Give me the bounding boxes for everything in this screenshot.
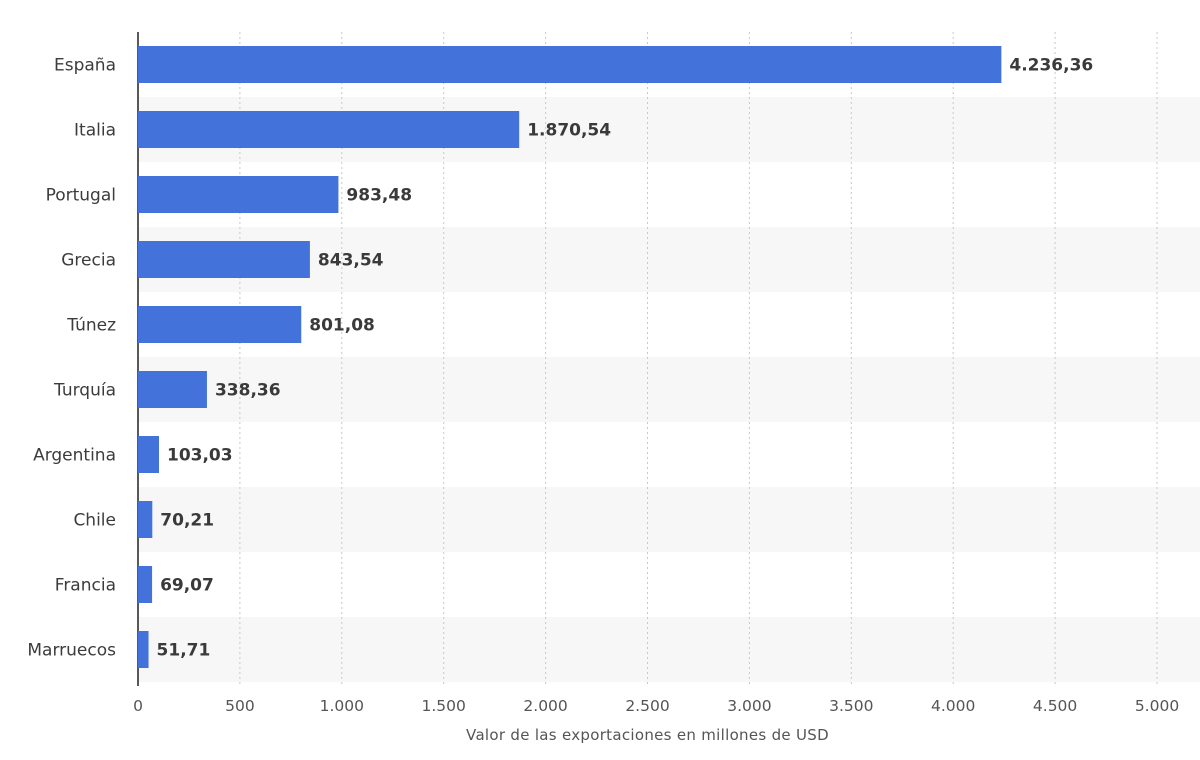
value-label: 69,07 (160, 576, 214, 596)
row-stripe (138, 227, 1200, 292)
x-tick-labels: 0 500 1.000 1.500 2.000 2.500 3.000 3.500 4.000 4… (133, 697, 1179, 715)
bar (138, 436, 159, 473)
x-tick-label: 1.000 (320, 697, 364, 715)
x-tick-label: 1.500 (422, 697, 466, 715)
x-tick-label: 2.000 (523, 697, 567, 715)
bar (138, 566, 153, 603)
row-stripe (138, 357, 1200, 422)
category-label: Túnez (66, 316, 116, 336)
x-tick-label: 4.000 (931, 697, 975, 715)
x-tick-label: 3.500 (829, 697, 873, 715)
bar (138, 46, 1002, 83)
bars (138, 46, 1002, 668)
category-label: Marruecos (27, 641, 116, 661)
x-tick-label: 4.500 (1033, 697, 1077, 715)
value-label: 1.870,54 (527, 121, 611, 141)
row-stripe (138, 617, 1200, 682)
bar (138, 176, 339, 213)
value-labels: 4.236,36 1.870,54 983,48 843,54 801,08 338,36… (157, 56, 1094, 661)
row-stripe (138, 487, 1200, 552)
gridlines (239, 32, 1158, 686)
bar (138, 241, 310, 278)
value-label: 801,08 (309, 316, 375, 336)
category-labels: España Italia Portugal Grecia Túnez Turquía Ar… (27, 56, 116, 661)
value-label: 4.236,36 (1009, 56, 1093, 76)
value-label: 338,36 (215, 381, 281, 401)
value-label: 70,21 (160, 511, 214, 531)
value-label: 843,54 (318, 251, 384, 271)
x-tick-label: 5.000 (1135, 697, 1179, 715)
row-stripes (138, 97, 1200, 682)
category-label: España (54, 56, 116, 76)
value-label: 983,48 (346, 186, 412, 206)
category-label: Turquía (53, 381, 116, 401)
bar (138, 306, 302, 343)
category-label: Portugal (46, 186, 116, 206)
x-tick-label: 2.500 (625, 697, 669, 715)
bar (138, 371, 207, 408)
value-label: 103,03 (167, 446, 233, 466)
x-tick-label: 500 (225, 697, 255, 715)
category-label: Argentina (33, 446, 116, 466)
bar (138, 501, 153, 538)
x-axis-title: Valor de las exportaciones en millones d… (466, 726, 829, 744)
value-label: 51,71 (157, 641, 211, 661)
category-label: Chile (73, 511, 116, 531)
bar (138, 111, 520, 148)
bar (138, 631, 149, 668)
x-tick-label: 0 (133, 697, 143, 715)
category-label: Grecia (61, 251, 116, 271)
x-tick-label: 3.000 (727, 697, 771, 715)
category-label: Francia (55, 576, 116, 596)
category-label: Italia (74, 121, 116, 141)
